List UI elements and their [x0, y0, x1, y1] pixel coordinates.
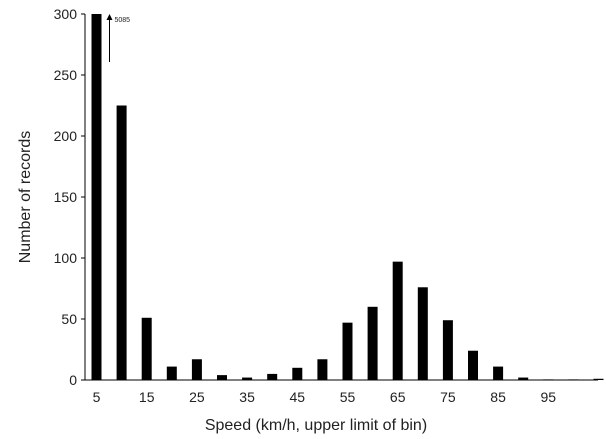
bar-60 — [367, 306, 378, 380]
bar-15 — [141, 317, 152, 380]
y-tick-label: 100 — [54, 250, 78, 266]
bar-65 — [392, 261, 403, 380]
bar-25 — [191, 359, 202, 380]
bar-30 — [217, 375, 227, 380]
bar-100 — [568, 379, 579, 381]
x-tick-label: 25 — [189, 389, 205, 405]
y-tick-label: 300 — [54, 6, 78, 22]
bar-85 — [493, 366, 504, 380]
annotation: 5085 — [106, 14, 131, 62]
x-tick-label: 85 — [490, 389, 506, 405]
bar-20 — [166, 366, 177, 380]
bar-80 — [468, 350, 478, 380]
bar-35 — [242, 377, 253, 380]
bar-90 — [518, 377, 529, 380]
y-tick-label: 250 — [54, 67, 78, 83]
bar-105 — [593, 378, 604, 380]
annotation-arrowhead — [106, 14, 113, 20]
bar-series — [91, 14, 604, 381]
x-tick-label: 75 — [440, 389, 456, 405]
y-tick-label: 150 — [54, 189, 78, 205]
y-tick-label: 200 — [54, 128, 78, 144]
bar-50 — [317, 359, 328, 380]
y-axis-title: Number of records — [17, 131, 34, 264]
y-tick-label: 50 — [61, 311, 77, 327]
x-tick-label: 15 — [139, 389, 155, 405]
x-tick-label: 55 — [340, 389, 356, 405]
x-tick-labels: 5 15 25 35 45 55 65 75 85 95 — [93, 389, 557, 405]
x-tick-label: 65 — [390, 389, 406, 405]
x-tick-label: 95 — [541, 389, 557, 405]
bar-40 — [267, 373, 278, 380]
bar-70 — [417, 287, 428, 380]
bar-5 — [91, 14, 102, 380]
x-axis-title: Speed (km/h, upper limit of bin) — [205, 417, 427, 434]
y-tick-labels: 0 50 100 150 200 250 300 — [54, 6, 85, 388]
bar-10 — [116, 105, 127, 380]
bar-45 — [292, 367, 303, 380]
x-tick-label: 35 — [239, 389, 255, 405]
annotation-label: 5085 — [115, 17, 131, 24]
y-tick-label: 0 — [69, 372, 77, 388]
x-tick-label: 45 — [290, 389, 306, 405]
x-tick-label: 5 — [93, 389, 101, 405]
bar-75 — [442, 320, 453, 380]
bar-95 — [543, 379, 554, 381]
bar-55 — [342, 322, 353, 380]
